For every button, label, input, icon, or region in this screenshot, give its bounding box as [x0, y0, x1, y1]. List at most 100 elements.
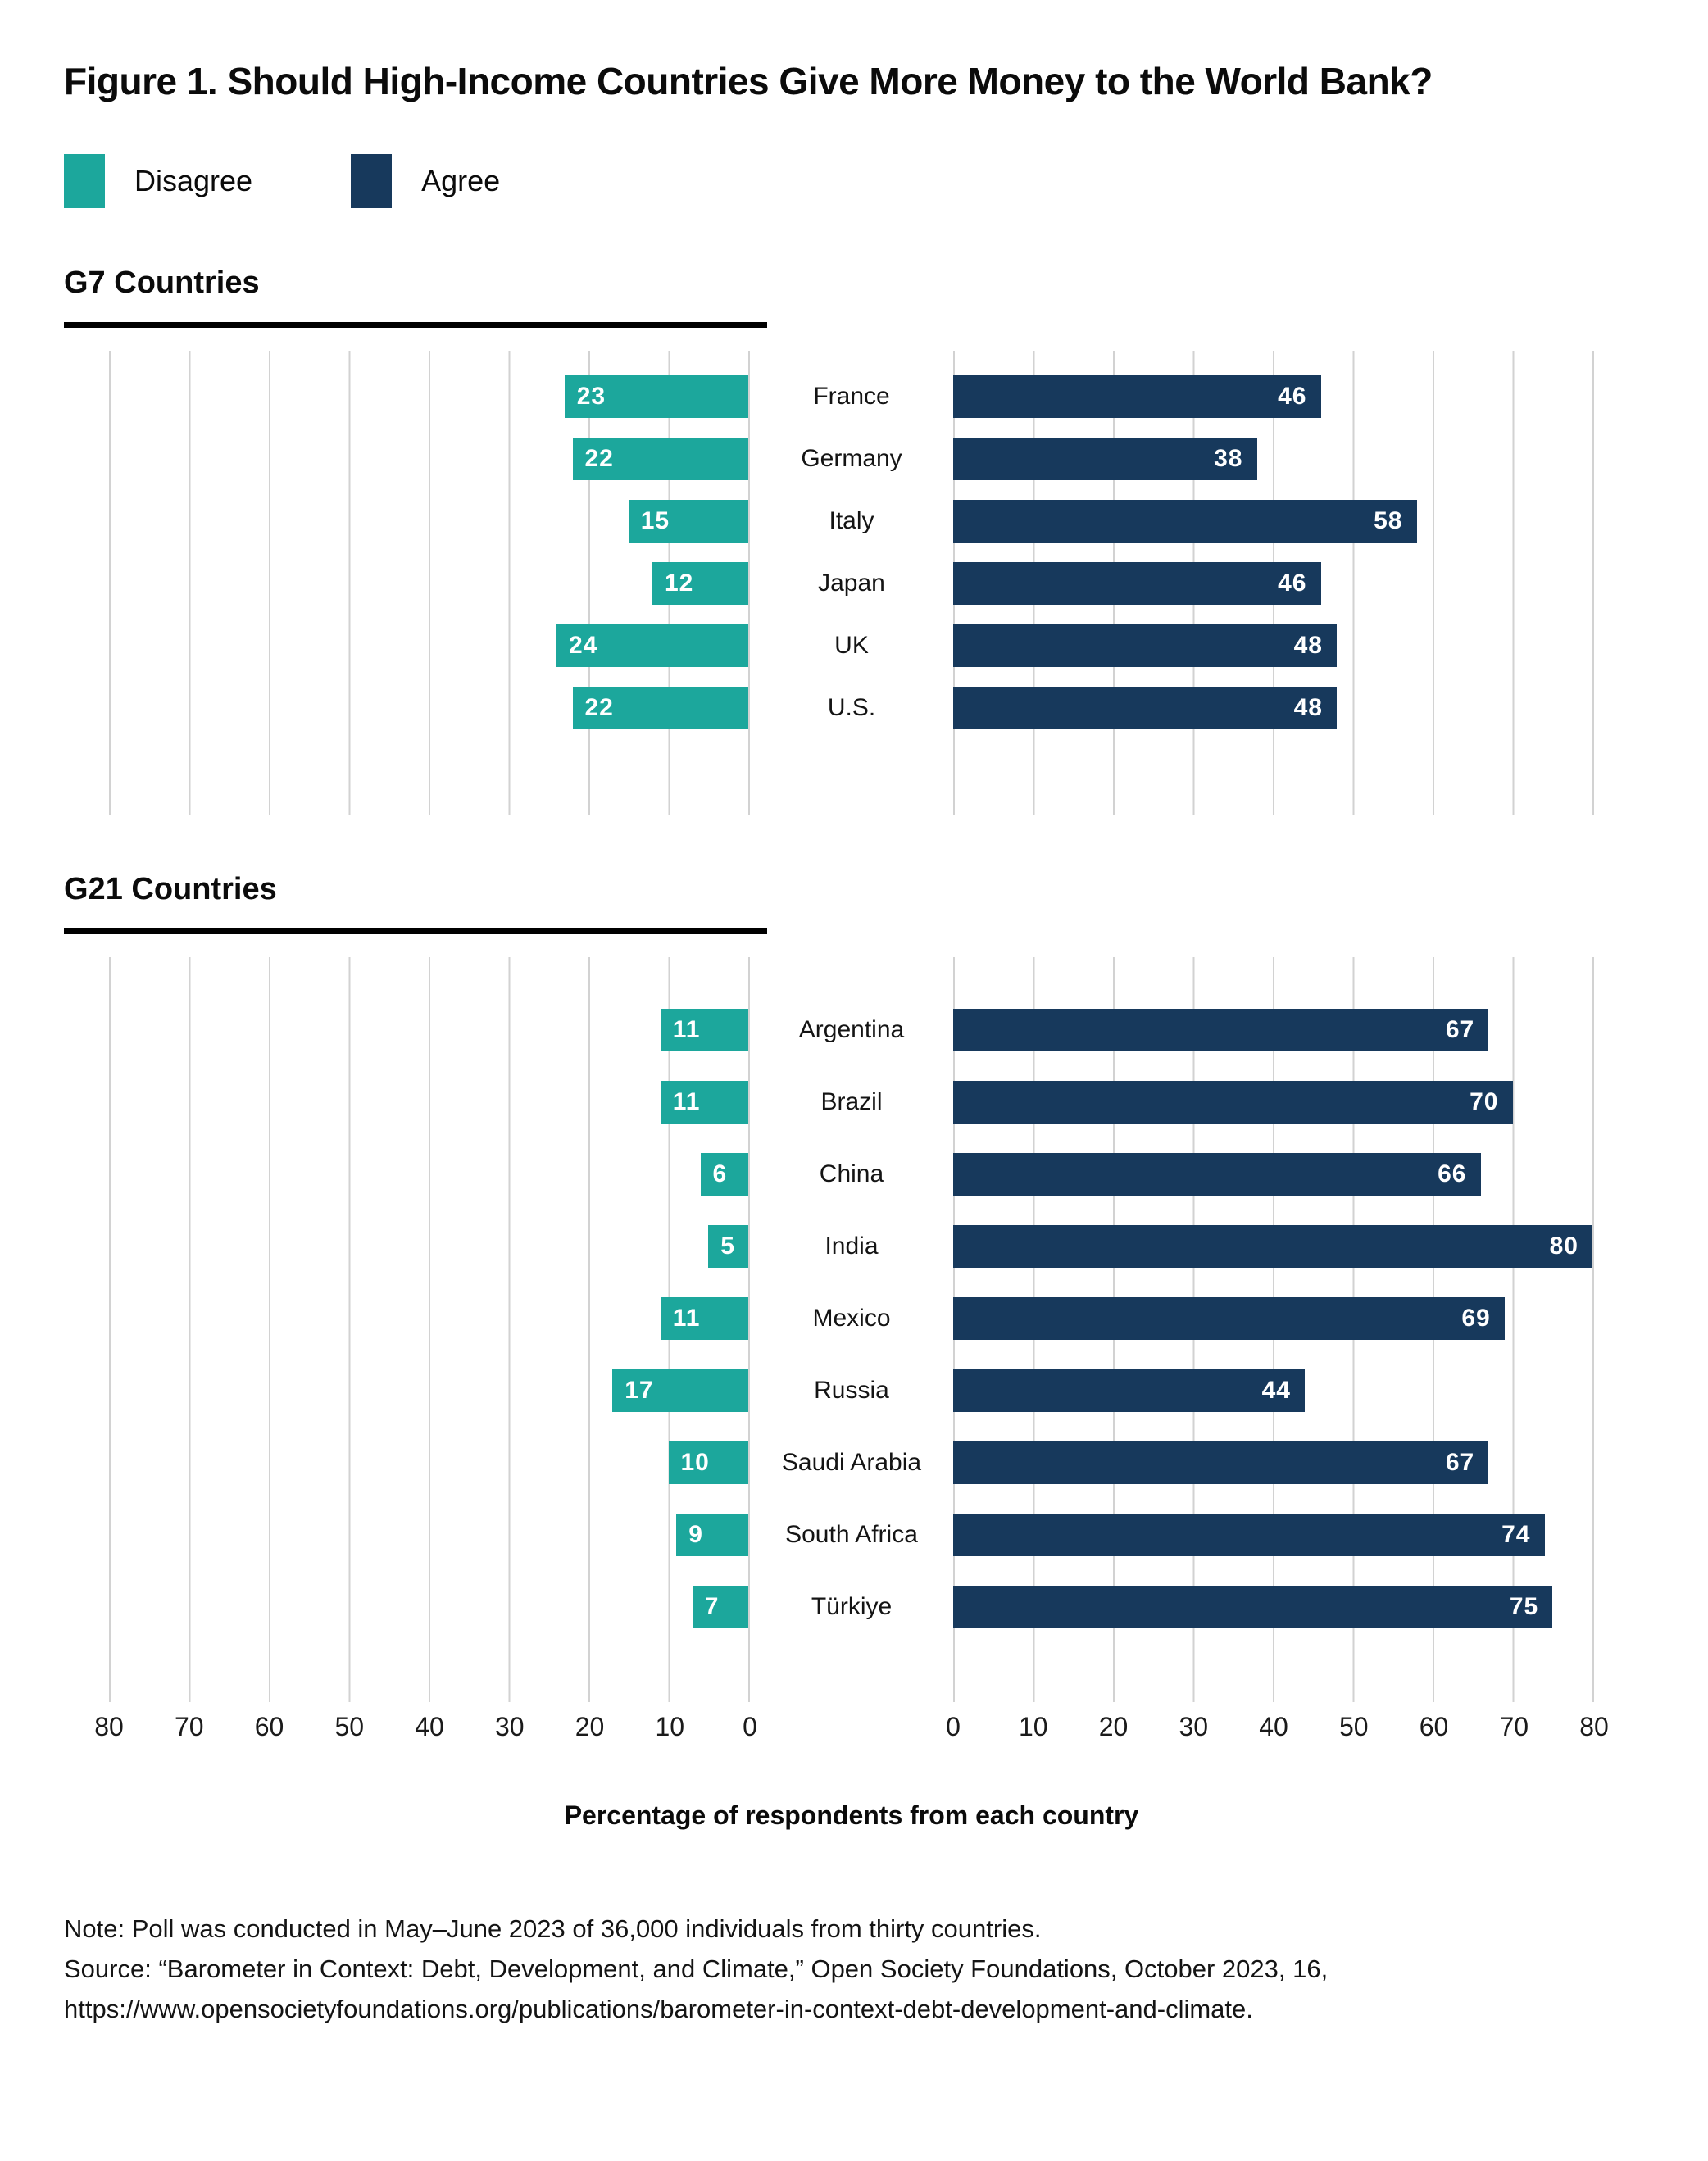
source-url: https://www.opensocietyfoundations.org/p…	[64, 1994, 1253, 2023]
agree-value-t-rkiye: 75	[1509, 1593, 1539, 1620]
legend: Disagree Agree	[64, 154, 1644, 208]
g21-heading: G21 Countries	[64, 872, 277, 906]
disagree-value-russia: 17	[625, 1377, 654, 1404]
disagree-row-brazil: 11	[109, 1066, 748, 1138]
axis-tick-right-80: 80	[1579, 1712, 1609, 1741]
agree-row-u-s: 48	[953, 677, 1592, 739]
x-axis-left-ticks: 80 70 60 50 40 30 20 10 0	[94, 1702, 757, 1748]
agree-row-china: 66	[953, 1138, 1592, 1210]
disagree-bar-uk: 24	[556, 624, 748, 667]
disagree-row-japan: 12	[109, 552, 748, 615]
g7-country-labels: France Germany Italy Japan UK U.S.	[750, 351, 953, 815]
g21-heading-rule	[64, 928, 767, 934]
country-label-russia: Russia	[814, 1377, 889, 1404]
disagree-value-uk: 24	[569, 632, 598, 659]
country-label-mexico: Mexico	[812, 1305, 891, 1332]
g7-disagree-panel: 23 22 15 12 24 22	[109, 351, 750, 815]
disagree-bar-south-africa: 9	[676, 1514, 748, 1556]
axis-tick-right-30: 30	[1179, 1712, 1209, 1741]
agree-bar-india: 80	[953, 1225, 1592, 1268]
agree-value-argentina: 67	[1445, 1016, 1475, 1043]
g7-heading-rule	[64, 322, 767, 328]
agree-row-russia: 44	[953, 1355, 1592, 1427]
g21-agree-panel: 67 70 66 80 69 44 67 74 75	[953, 957, 1594, 1702]
disagree-value-u-s: 22	[584, 694, 614, 721]
agree-bar-argentina: 67	[953, 1009, 1489, 1051]
disagree-bar-germany: 22	[572, 438, 748, 480]
axis-tick-left-80: 80	[94, 1712, 124, 1741]
agree-bar-germany: 38	[953, 438, 1257, 480]
x-axis-right-ticks: 0 10 20 30 40 50 60 70 80	[946, 1702, 1609, 1748]
country-label-uk: UK	[834, 632, 869, 659]
disagree-bar-argentina: 11	[660, 1009, 748, 1051]
disagree-bar-italy: 15	[628, 500, 748, 543]
x-axis: 80 70 60 50 40 30 20 10 0 0 10 20 30 40 50 60 70 80	[94, 1702, 1644, 1748]
agree-row-france: 46	[953, 365, 1592, 428]
country-label-japan: Japan	[818, 570, 885, 597]
axis-tick-right-0: 0	[946, 1712, 961, 1741]
agree-value-france: 46	[1278, 383, 1307, 410]
country-label-france: France	[813, 383, 890, 410]
disagree-bar-saudi-arabia: 10	[668, 1441, 748, 1484]
country-label-germany: Germany	[801, 445, 902, 472]
legend-item-agree: Agree	[351, 154, 500, 208]
disagree-bar-t-rkiye: 7	[692, 1586, 748, 1628]
country-label-t-rkiye: Türkiye	[811, 1593, 893, 1620]
g21-disagree-panel: 11 11 6 5 11 17 10 9 7	[109, 957, 750, 1702]
g7-section: G7 Countries 23 22 15 12 24 22 France Germany I…	[64, 266, 1644, 815]
country-label-india: India	[824, 1233, 879, 1260]
x-axis-gap	[750, 1702, 953, 1748]
agree-row-india: 80	[953, 1210, 1592, 1283]
agree-bar-italy: 58	[953, 500, 1417, 543]
disagree-bar-u-s: 22	[572, 687, 748, 729]
x-axis-title: Percentage of respondents from each coun…	[564, 1800, 1139, 1830]
disagree-bar-japan: 12	[652, 562, 748, 605]
agree-value-brazil: 70	[1470, 1088, 1499, 1115]
agree-value-russia: 44	[1261, 1377, 1291, 1404]
disagree-row-t-rkiye: 7	[109, 1571, 748, 1643]
disagree-row-france: 23	[109, 365, 748, 428]
agree-swatch-icon	[351, 154, 393, 208]
axis-tick-right-60: 60	[1419, 1712, 1449, 1741]
disagree-row-italy: 15	[109, 490, 748, 552]
notes: Note: Poll was conducted in May–June 202…	[64, 1909, 1644, 2030]
country-label-south-africa: South Africa	[785, 1521, 918, 1548]
disagree-row-u-s: 22	[109, 677, 748, 739]
axis-tick-left-40: 40	[415, 1712, 444, 1741]
disagree-bar-china: 6	[700, 1153, 748, 1196]
disagree-row-china: 6	[109, 1138, 748, 1210]
disagree-value-t-rkiye: 7	[704, 1593, 720, 1620]
agree-row-argentina: 67	[953, 994, 1592, 1066]
g21-country-labels: Argentina Brazil China India Mexico Russia Sau…	[750, 957, 953, 1702]
axis-tick-right-10: 10	[1018, 1712, 1048, 1741]
agree-value-italy: 58	[1374, 507, 1403, 534]
disagree-value-france: 23	[576, 383, 606, 410]
axis-tick-right-70: 70	[1499, 1712, 1529, 1741]
disagree-value-mexico: 11	[672, 1305, 701, 1332]
agree-value-japan: 46	[1278, 570, 1307, 597]
disagree-row-uk: 24	[109, 615, 748, 677]
agree-row-t-rkiye: 75	[953, 1571, 1592, 1643]
disagree-row-argentina: 11	[109, 994, 748, 1066]
agree-row-italy: 58	[953, 490, 1592, 552]
axis-tick-right-40: 40	[1259, 1712, 1288, 1741]
axis-tick-right-20: 20	[1098, 1712, 1129, 1741]
note-line: Note: Poll was conducted in May–June 202…	[64, 1914, 1042, 1943]
legend-item-disagree: Disagree	[64, 154, 252, 208]
agree-bar-south-africa: 74	[953, 1514, 1545, 1556]
country-label-saudi-arabia: Saudi Arabia	[781, 1449, 922, 1476]
figure-page: Figure 1. Should High-Income Countries G…	[0, 59, 1708, 2030]
agree-bar-japan: 46	[953, 562, 1321, 605]
disagree-value-germany: 22	[584, 445, 614, 472]
disagree-row-saudi-arabia: 10	[109, 1427, 748, 1499]
disagree-value-japan: 12	[665, 570, 694, 597]
agree-row-germany: 38	[953, 428, 1592, 490]
disagree-row-south-africa: 9	[109, 1499, 748, 1571]
agree-value-u-s: 48	[1293, 694, 1323, 721]
country-label-brazil: Brazil	[820, 1088, 883, 1115]
disagree-value-italy: 15	[640, 507, 670, 534]
agree-bar-t-rkiye: 75	[953, 1586, 1553, 1628]
agree-value-saudi-arabia: 67	[1445, 1449, 1475, 1476]
agree-bar-saudi-arabia: 67	[953, 1441, 1489, 1484]
agree-value-mexico: 69	[1461, 1305, 1491, 1332]
